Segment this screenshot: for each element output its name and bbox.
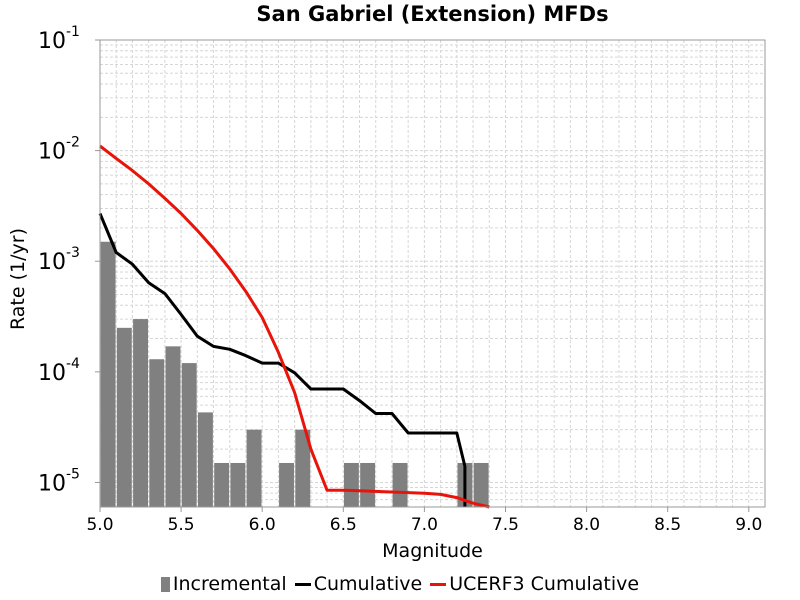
bar-incremental [392, 462, 408, 507]
y-tick-label: 10 [38, 29, 66, 54]
bar-incremental [116, 327, 132, 507]
bar-incremental [230, 462, 246, 507]
y-tick-exponent: -3 [66, 245, 80, 261]
line-cumulative [98, 212, 467, 507]
bar-incremental [473, 462, 489, 507]
bar-incremental [165, 346, 181, 507]
x-tick-label: 6.0 [249, 515, 276, 535]
y-tick-label: 10 [38, 361, 66, 386]
y-tick-exponent: -1 [66, 24, 80, 40]
bar-incremental [133, 319, 149, 507]
x-tick-label: 8.0 [573, 515, 600, 535]
chart-title: San Gabriel (Extension) MFDs [256, 2, 609, 26]
bar-incremental [149, 359, 165, 507]
x-tick-label: 5.5 [168, 515, 195, 535]
y-axis-label: Rate (1/yr) [7, 228, 29, 330]
bar-incremental [181, 363, 197, 507]
y-tick-label: 10 [38, 471, 66, 496]
legend-swatch-cumulative [294, 582, 311, 586]
bar-incremental [343, 462, 359, 507]
x-tick-label: 7.5 [492, 515, 519, 535]
x-tick-label: 6.5 [330, 515, 357, 535]
bar-incremental [100, 241, 116, 507]
x-tick-label: 7.0 [411, 515, 438, 535]
legend-item-incremental: Incremental [160, 572, 287, 595]
y-tick-exponent: -2 [66, 135, 80, 151]
bar-incremental [214, 462, 230, 507]
legend-item-ucerf3: UCERF3 Cumulative [430, 573, 639, 595]
bar-incremental [246, 429, 262, 507]
legend-swatch-ucerf3 [430, 582, 447, 586]
legend-label-cumulative: Cumulative [313, 572, 423, 595]
legend-item-cumulative: Cumulative [294, 572, 423, 595]
x-axis-label: Magnitude [382, 540, 483, 562]
legend-label-ucerf3: UCERF3 Cumulative [449, 572, 640, 595]
plot-frame [99, 39, 766, 508]
bar-incremental [279, 462, 294, 507]
x-tick-label: 5.0 [86, 515, 113, 535]
x-tick-label: 9.0 [735, 515, 762, 535]
bar-incremental [360, 462, 376, 507]
x-tick-label: 8.5 [654, 515, 681, 535]
y-tick-exponent: -4 [66, 356, 80, 372]
y-tick-label: 10 [38, 250, 66, 275]
legend: Incremental Cumulative UCERF3 Cumulative [0, 572, 800, 595]
line-ucerf3-cumulative [99, 144, 490, 509]
y-tick-exponent: -5 [66, 466, 80, 482]
legend-label-incremental: Incremental [172, 572, 287, 595]
bar-incremental [295, 429, 311, 507]
y-tick-label: 10 [38, 140, 66, 165]
legend-swatch-incremental [160, 576, 170, 592]
bar-incremental [197, 412, 213, 507]
